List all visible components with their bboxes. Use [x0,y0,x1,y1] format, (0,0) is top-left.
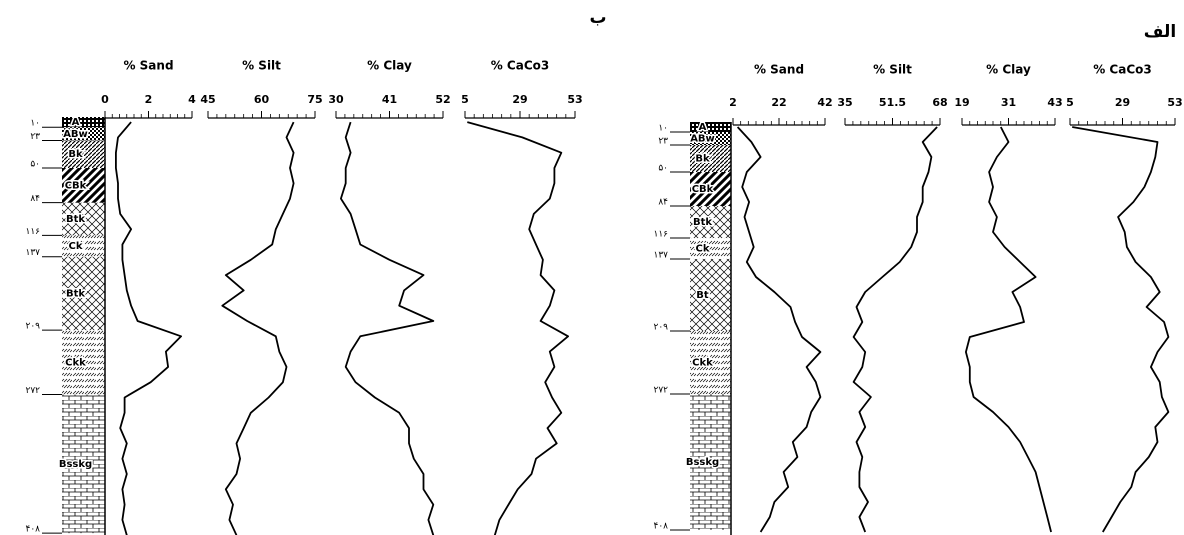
horizon-name: Btk [693,217,712,228]
horizon-name: Btk [66,288,85,299]
depth-label: ۲۰۹ [653,323,668,333]
depth-label: ۱۰ [30,119,40,129]
depth-label: ۲۰۹ [25,322,40,332]
x-tick-label: 41 [382,93,397,106]
depth-label: ۱۰ [658,124,668,134]
depth-label: ۱۱۶ [25,227,40,237]
depth-label: ۵۰ [658,164,668,174]
x-tick-label: 42 [817,96,832,109]
depth-label: ۲۳ [30,132,40,142]
chart-title: % Silt [873,63,912,77]
horizon-name: Ckk [65,357,86,368]
horizon-name: ABw [690,134,715,145]
x-tick-label: 5 [461,93,469,106]
horizon-name: Bsskg [686,457,719,468]
profile-line [966,127,1051,532]
panel-label: ب [589,8,606,28]
panel-label: الف [1144,22,1176,42]
chart-title: % CaCo3 [1093,63,1152,77]
chart-title: % Clay [986,63,1031,77]
x-tick-label: 4 [188,93,196,106]
horizon-name: Bk [695,154,710,165]
depth-label: ۱۳۷ [653,251,668,261]
x-tick-label: 31 [1001,96,1016,109]
depth-label: ۵۰ [30,160,40,170]
depth-label: ۴۰۸ [653,522,668,532]
chart-title: % Silt [242,59,281,73]
horizon-name: Btk [66,214,85,225]
horizon-name: Bt [696,290,709,301]
figure: ب ۱۰ A ۲۳ ABw ۵۰ Bk ۸۴ CBk ۱۱۶ Btk ۱۳۷ Ck ۲۰۹ Btk ۲۷۲ Ck… [0,0,1184,535]
horizon-name: Ck [69,241,83,252]
chart-title: % Sand [123,59,173,73]
x-tick-label: 51.5 [879,96,906,109]
depth-label: ۴۰۸ [25,525,40,535]
horizon-name: CBk [65,180,87,191]
profile-line [854,127,938,532]
x-tick-label: 29 [1115,96,1130,109]
horizon-name: A [699,122,707,133]
horizon-name: CBk [692,184,714,195]
horizon-name: ABw [63,129,88,140]
x-tick-label: 5 [1066,96,1074,109]
depth-label: ۲۳ [658,137,668,147]
x-tick-label: 68 [932,96,947,109]
profile-line [222,122,293,535]
x-tick-label: 2 [145,93,153,106]
depth-label: ۱۳۷ [25,248,40,258]
x-tick-label: 0 [101,93,109,106]
depth-label: ۸۴ [30,194,40,204]
x-tick-label: 43 [1047,96,1062,109]
x-tick-label: 29 [512,93,527,106]
x-tick-label: 2 [729,96,737,109]
x-tick-label: 22 [771,96,786,109]
profile-line [738,127,821,532]
horizon-band [62,117,105,127]
x-tick-label: 35 [837,96,852,109]
horizon-name: Ck [696,244,710,255]
horizon-name: Bsskg [59,459,92,470]
x-tick-label: 30 [328,93,344,106]
profile-line [467,122,568,535]
chart-title: % Clay [367,59,412,73]
chart-title: % Sand [754,63,804,77]
profile-line [116,122,181,535]
horizon-band [690,122,731,132]
x-tick-label: 19 [954,96,969,109]
profile-line [341,122,433,535]
chart-title: % CaCo3 [491,59,550,73]
x-tick-label: 53 [1167,96,1182,109]
depth-label: ۲۷۲ [25,386,40,396]
x-tick-label: 75 [307,93,322,106]
profile-line [1072,127,1168,532]
depth-label: ۲۷۲ [653,386,668,396]
x-tick-label: 60 [254,93,270,106]
depth-label: ۱۱۶ [653,230,668,240]
x-tick-label: 45 [200,93,215,106]
horizon-name: Ckk [692,358,713,369]
horizon-name: Bk [68,149,83,160]
horizon-name: A [72,117,80,128]
page: ب ۱۰ A ۲۳ ABw ۵۰ Bk ۸۴ CBk ۱۱۶ Btk ۱۳۷ Ck ۲۰۹ Btk ۲۷۲ Ck… [0,0,1184,535]
x-tick-label: 52 [435,93,450,106]
depth-label: ۸۴ [658,198,668,208]
x-tick-label: 53 [567,93,582,106]
